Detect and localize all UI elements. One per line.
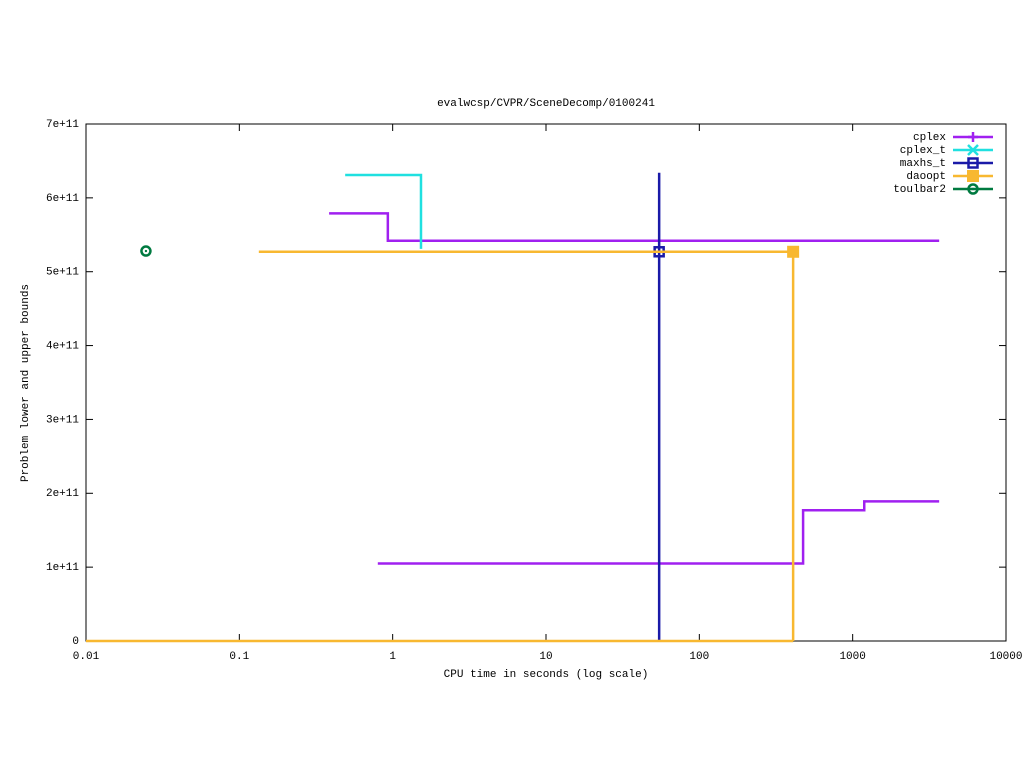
y-axis-label: Problem lower and upper bounds [20,284,32,482]
y-tick-label: 6e+11 [46,193,79,205]
y-tick-label: 4e+11 [46,340,79,352]
legend-entry: cplex [913,132,993,144]
x-tick-label: 10000 [989,651,1022,663]
y-tick-label: 2e+11 [46,488,79,500]
legend-label: toulbar2 [893,184,946,196]
data-point [140,245,152,257]
legend-label: daoopt [906,171,946,183]
y-tick-label: 3e+11 [46,414,79,426]
marker-part [787,245,800,258]
y-tick-label: 1e+11 [46,562,79,574]
x-axis-label: CPU time in seconds (log scale) [444,669,649,681]
x-tick-label: 0.1 [229,651,249,663]
marker-part [140,245,152,257]
x-tick-label: 1000 [839,651,865,663]
marker-part [967,157,979,169]
legend-entry: toulbar2 [893,183,993,196]
data-point [787,245,800,258]
series-line [329,212,940,565]
x-tick-label: 0.01 [73,651,100,663]
series-line [345,173,423,249]
x-tick-label: 1 [389,651,396,663]
legend-label: cplex_t [900,145,946,157]
y-tick-label: 0 [72,636,79,648]
marker-part [967,170,979,182]
x-tick-label: 100 [689,651,709,663]
marker-part [967,144,979,156]
legend-label: cplex [913,132,946,144]
legend-label: maxhs_t [900,158,946,170]
legend-entry: cplex_t [900,144,993,157]
legend-entry: daoopt [906,170,993,183]
y-tick-label: 7e+11 [46,119,79,131]
x-tick-label: 10 [539,651,552,663]
legend-entry: maxhs_t [900,157,993,170]
marker-part [144,249,148,253]
marker-part [967,183,979,195]
y-tick-label: 5e+11 [46,267,79,279]
marker-part [971,187,975,191]
chart-title: evalwcsp/CVPR/SceneDecomp/0100241 [437,98,655,110]
